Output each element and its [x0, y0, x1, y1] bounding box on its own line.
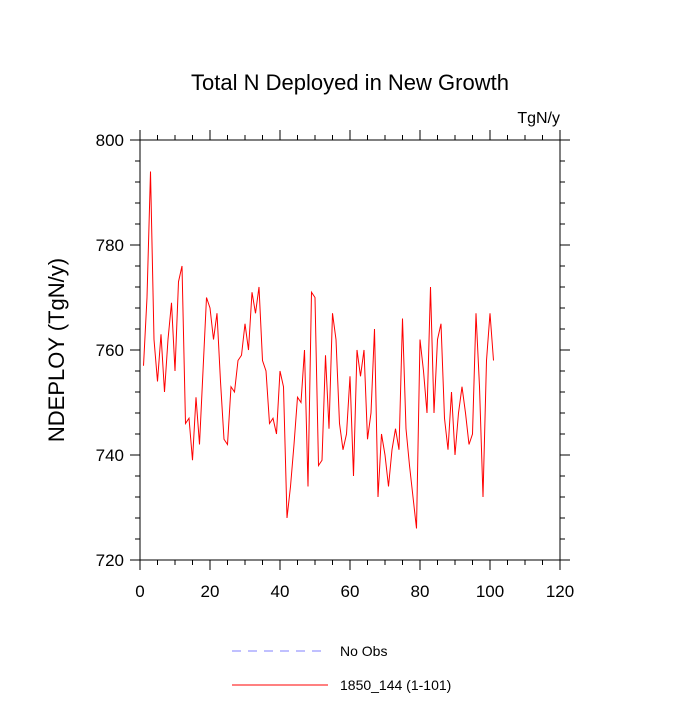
x-tick-label: 100	[476, 582, 504, 601]
y-tick-label: 780	[96, 236, 124, 255]
x-tick-label: 40	[271, 582, 290, 601]
y-tick-label: 740	[96, 446, 124, 465]
x-tick-label: 20	[201, 582, 220, 601]
legend-label-1850-144: 1850_144 (1-101)	[340, 677, 451, 693]
x-tick-label: 0	[135, 582, 144, 601]
chart-title: Total N Deployed in New Growth	[191, 70, 509, 95]
plot-frame	[139, 139, 561, 561]
legend-label-no-obs: No Obs	[340, 643, 387, 659]
x-tick-label: 120	[546, 582, 574, 601]
series-layer	[143, 171, 494, 529]
y-tick-label: 760	[96, 341, 124, 360]
axis-tick-labels: 0 20 40 60 80 100 120 720 740 760 780 800	[96, 131, 575, 601]
y-tick-label: 800	[96, 131, 124, 150]
axis-ticks	[130, 130, 570, 570]
units-label: TgN/y	[517, 110, 560, 127]
x-tick-label: 60	[341, 582, 360, 601]
y-axis-label: NDEPLOY (TgN/y)	[44, 258, 69, 442]
series-line-1	[143, 171, 494, 529]
y-tick-label: 720	[96, 551, 124, 570]
legend: No Obs 1850_144 (1-101)	[232, 643, 451, 693]
x-tick-label: 80	[411, 582, 430, 601]
